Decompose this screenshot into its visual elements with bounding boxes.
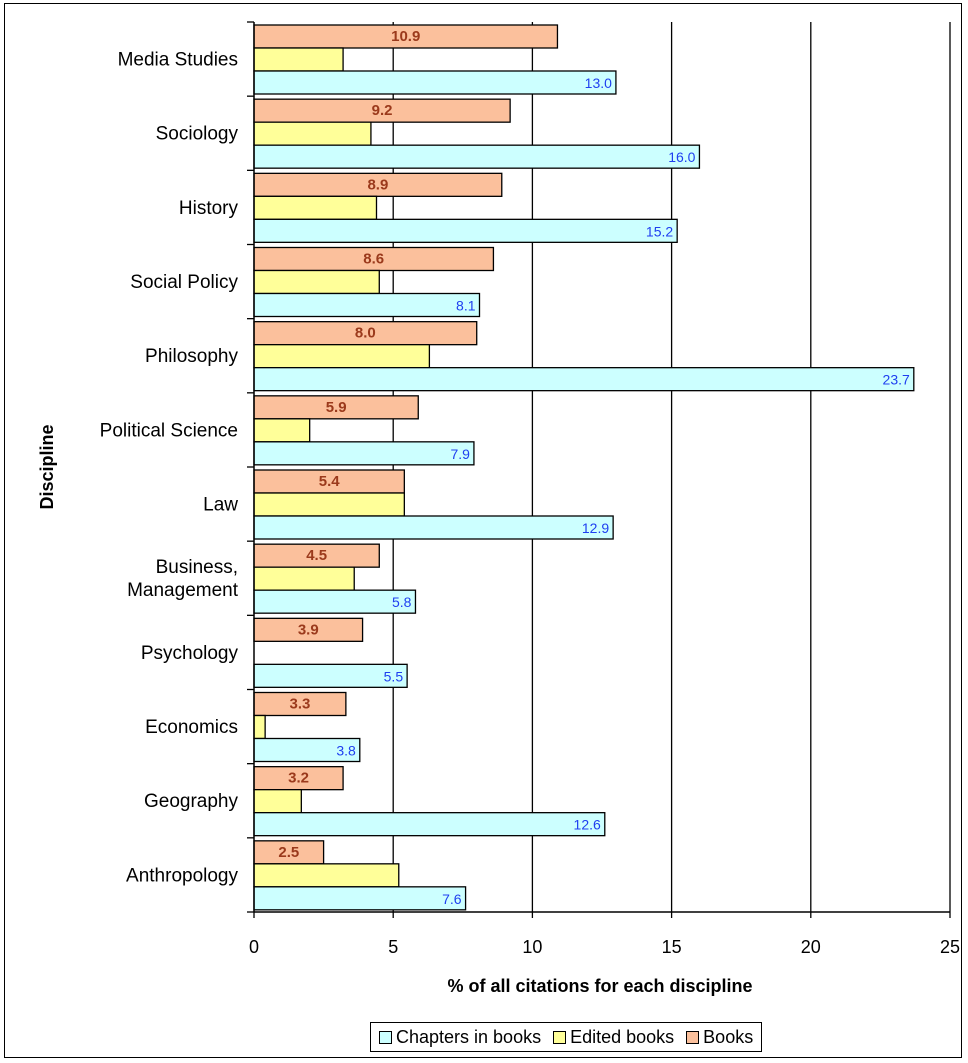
category-label: Political Science bbox=[100, 420, 238, 441]
data-label: 8.1 bbox=[456, 298, 476, 314]
legend-label-chapters: Chapters in books bbox=[396, 1026, 542, 1047]
data-label: 3.9 bbox=[298, 621, 319, 638]
data-label: 9.2 bbox=[372, 102, 393, 119]
x-tick-label: 25 bbox=[940, 937, 960, 957]
gridlines bbox=[392, 22, 951, 912]
data-label: 7.6 bbox=[442, 891, 462, 907]
data-label: 7.9 bbox=[450, 446, 470, 462]
x-tick-label: 5 bbox=[388, 937, 398, 957]
bar-chapters-in-books bbox=[253, 218, 678, 243]
legend-item-chapters: Chapters in books bbox=[379, 1027, 541, 1048]
y-axis-title: Discipline bbox=[37, 424, 57, 509]
labels: Media Studies 10.9 13.0 Sociology 9.2 16.0 His… bbox=[100, 28, 910, 907]
bar-chapters-in-books bbox=[253, 441, 475, 466]
category-label: Anthropology bbox=[126, 865, 238, 886]
category-label: Law bbox=[203, 495, 238, 516]
data-label: 4.5 bbox=[306, 547, 327, 564]
x-tick-label: 10 bbox=[522, 937, 542, 957]
bar-edited-books bbox=[253, 714, 266, 740]
data-label: 3.8 bbox=[336, 743, 356, 759]
legend-label-edited: Edited books bbox=[570, 1026, 675, 1047]
bar-chapters-in-books bbox=[253, 367, 915, 392]
data-label: 16.0 bbox=[668, 149, 695, 165]
data-label: 5.8 bbox=[392, 594, 412, 610]
category-label: Geography bbox=[144, 791, 239, 812]
data-label: 13.0 bbox=[585, 75, 612, 91]
data-label: 5.5 bbox=[384, 668, 404, 684]
axes: 0 5 10 15 20 25 bbox=[247, 21, 960, 957]
bar-edited-books bbox=[253, 121, 372, 146]
data-label: 10.9 bbox=[391, 28, 420, 45]
bar-chapters-in-books bbox=[253, 292, 481, 318]
bar-edited-books bbox=[253, 344, 431, 369]
legend-swatch-chapters bbox=[379, 1030, 392, 1044]
data-label: 8.9 bbox=[367, 176, 388, 193]
category-label: Philosophy bbox=[145, 346, 238, 367]
category-label: Business, Management bbox=[127, 557, 239, 601]
legend-swatch-books bbox=[686, 1030, 700, 1044]
x-tick-label: 20 bbox=[801, 937, 821, 957]
bar-chapters-in-books bbox=[253, 515, 614, 540]
bar-edited-books bbox=[253, 47, 344, 72]
legend-item-edited: Edited books bbox=[553, 1027, 674, 1048]
bar-chapters-in-books bbox=[253, 144, 701, 169]
bar-chapters-in-books bbox=[253, 812, 606, 837]
category-label: History bbox=[179, 198, 239, 219]
data-label: 8.6 bbox=[363, 251, 384, 268]
data-label: 12.6 bbox=[574, 817, 601, 833]
bars bbox=[253, 24, 915, 911]
data-label: 15.2 bbox=[646, 223, 673, 239]
bar-edited-books bbox=[253, 418, 311, 443]
data-label: 3.2 bbox=[288, 770, 309, 787]
data-label: 8.0 bbox=[355, 325, 376, 342]
bar-edited-books bbox=[253, 566, 355, 591]
bar-chapters-in-books bbox=[253, 70, 617, 95]
bar-edited-books bbox=[253, 269, 380, 295]
data-label: 5.9 bbox=[326, 399, 347, 416]
x-tick-label: 0 bbox=[249, 937, 259, 957]
category-label: Psychology bbox=[141, 643, 239, 664]
bar-edited-books bbox=[253, 789, 302, 814]
category-label: Sociology bbox=[156, 124, 239, 145]
category-label: Media Studies bbox=[118, 50, 238, 71]
x-tick-label: 15 bbox=[662, 937, 682, 957]
data-label: 23.7 bbox=[883, 372, 910, 388]
bar-edited-books bbox=[253, 492, 405, 517]
legend-swatch-edited bbox=[553, 1030, 567, 1044]
category-label: Economics bbox=[145, 717, 238, 738]
bar-edited-books bbox=[253, 195, 378, 220]
data-label: 2.5 bbox=[278, 844, 299, 861]
data-label: 3.3 bbox=[290, 696, 311, 713]
legend-item-books: Books bbox=[686, 1027, 753, 1048]
legend-label-books: Books bbox=[703, 1026, 754, 1047]
category-label: Social Policy bbox=[130, 272, 238, 293]
x-axis-title: % of all citations for each discipline bbox=[447, 976, 752, 996]
bar-chapters-in-books bbox=[253, 886, 467, 911]
data-label: 5.4 bbox=[319, 473, 341, 490]
data-label: 12.9 bbox=[582, 520, 609, 536]
legend: Chapters in books Edited books Books bbox=[370, 1022, 763, 1052]
bar-edited-books bbox=[253, 863, 400, 888]
